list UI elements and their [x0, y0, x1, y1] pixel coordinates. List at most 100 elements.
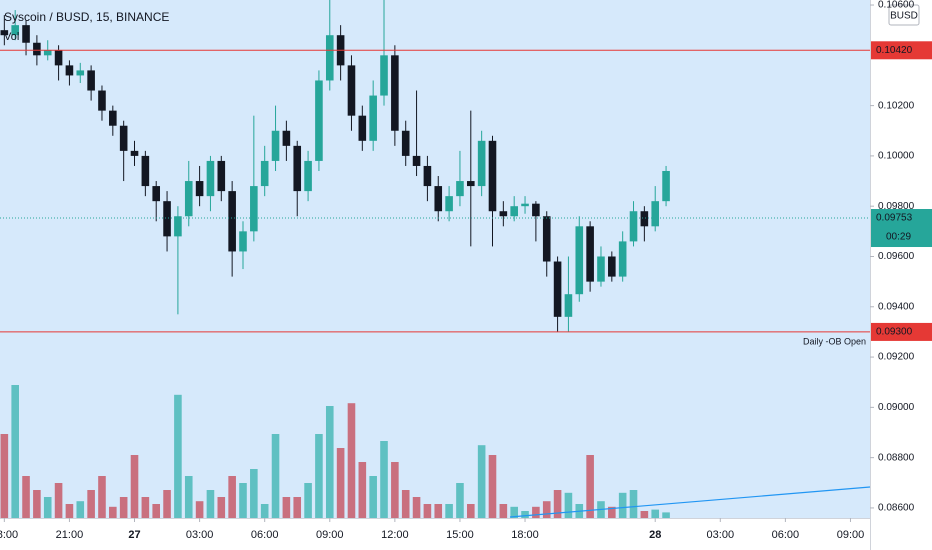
- volume-bar: [564, 492, 573, 518]
- x-tick-label: 03:00: [707, 529, 735, 541]
- x-tick-label: 28: [649, 529, 661, 541]
- volume-bar: [163, 490, 171, 518]
- x-tick-label: 03:00: [186, 529, 214, 541]
- candle-body: [380, 55, 388, 96]
- candle-body: [11, 25, 19, 36]
- x-tick-label: 18:00: [0, 529, 18, 541]
- y-tick-label: 0.09600: [878, 251, 915, 262]
- candle-body: [163, 201, 171, 237]
- y-tick-label: 0.09800: [878, 201, 915, 212]
- volume-bar: [119, 497, 128, 518]
- volume-bar: [271, 434, 280, 518]
- candle-body: [250, 186, 258, 232]
- y-tick-label: 0.08800: [878, 452, 915, 463]
- volume-bar: [336, 448, 345, 518]
- candle-body: [271, 130, 280, 161]
- candle-body: [325, 35, 334, 81]
- volume-bar: [586, 455, 594, 518]
- level-label: 0.10420: [876, 45, 913, 56]
- candle-body: [586, 226, 594, 282]
- volume-bar: [434, 504, 443, 518]
- candle-body: [618, 241, 627, 277]
- x-tick-label: 09:00: [837, 529, 865, 541]
- volume-bar: [0, 434, 9, 518]
- volume-bar: [477, 445, 486, 518]
- volume-bar: [369, 476, 377, 518]
- x-tick-label: 06:00: [251, 529, 279, 541]
- y-tick-label: 0.10200: [878, 100, 915, 111]
- last-price-label: 0.09753: [876, 213, 913, 224]
- candle-body: [488, 140, 497, 212]
- x-tick-label: 09:00: [316, 529, 344, 541]
- volume-bar: [33, 490, 41, 518]
- candle-body: [423, 165, 432, 187]
- volume-bar: [109, 506, 117, 518]
- volume-bar: [174, 394, 182, 518]
- volume-bar: [217, 497, 226, 518]
- volume-bar: [662, 512, 670, 518]
- candle-body: [445, 196, 453, 212]
- candle-body: [575, 226, 584, 295]
- volume-bar: [87, 490, 95, 518]
- volume-bar: [640, 511, 649, 518]
- trend-line: [509, 486, 871, 518]
- candle-body: [119, 125, 128, 151]
- overlay: 0.10420 0.09300 Daily -OB Open 0.09753 00:29: [0, 41, 932, 346]
- candle-body: [553, 261, 562, 317]
- volume-bar: [358, 462, 367, 518]
- candle-body: [206, 160, 215, 197]
- volume-bar: [629, 490, 638, 518]
- x-tick-label: 06:00: [772, 529, 800, 541]
- volume-bar: [43, 497, 52, 518]
- volume-bar: [22, 476, 30, 518]
- candle-body: [391, 55, 399, 131]
- x-tick-label: 18:00: [511, 529, 539, 541]
- y-tick-label: 0.10600: [878, 0, 915, 11]
- volume-bar: [228, 476, 236, 518]
- last-price-bg: [871, 209, 932, 248]
- candle-body: [521, 203, 529, 207]
- candle-body: [608, 256, 616, 277]
- volume-bar: [412, 497, 421, 518]
- volume-bar: [456, 483, 464, 518]
- x-tick-label: 21:00: [56, 529, 84, 541]
- volume-bar: [532, 506, 540, 518]
- volume-bar: [98, 476, 106, 518]
- volume-bar: [250, 469, 258, 518]
- candle-body: [662, 170, 670, 202]
- price-axis: [870, 0, 932, 550]
- volume-bar: [54, 483, 63, 518]
- candle-body: [260, 160, 269, 187]
- level-annotation: Daily -OB Open: [803, 336, 866, 346]
- volume-bar: [141, 497, 150, 518]
- volume-bar: [293, 497, 302, 518]
- candle-body: [467, 181, 475, 187]
- volume-bar: [467, 504, 475, 518]
- candle-body: [629, 211, 638, 242]
- x-tick-label: 27: [128, 529, 140, 541]
- candle-body: [293, 145, 302, 192]
- candle-body: [228, 191, 236, 252]
- candle-body: [542, 216, 551, 262]
- volume-bar: [260, 504, 269, 518]
- volume-bar: [65, 504, 74, 518]
- candle-body: [651, 201, 660, 227]
- level-label-bg: [871, 322, 932, 341]
- volume-bar: [195, 501, 204, 518]
- candle-body: [195, 181, 204, 197]
- volume-bar: [206, 490, 215, 518]
- volume-bar: [184, 476, 193, 518]
- candle-body: [304, 160, 312, 192]
- candle-body: [597, 256, 605, 282]
- candle-body: [412, 155, 421, 166]
- level-label: 0.09300: [876, 327, 913, 338]
- volume-bar: [651, 509, 660, 518]
- candle-body: [109, 110, 117, 126]
- time-axis: [0, 518, 870, 550]
- candle-body: [358, 115, 367, 141]
- candle-body: [564, 294, 573, 317]
- currency-box[interactable]: [888, 4, 920, 26]
- candle-body: [499, 211, 508, 217]
- candle-body: [532, 203, 540, 217]
